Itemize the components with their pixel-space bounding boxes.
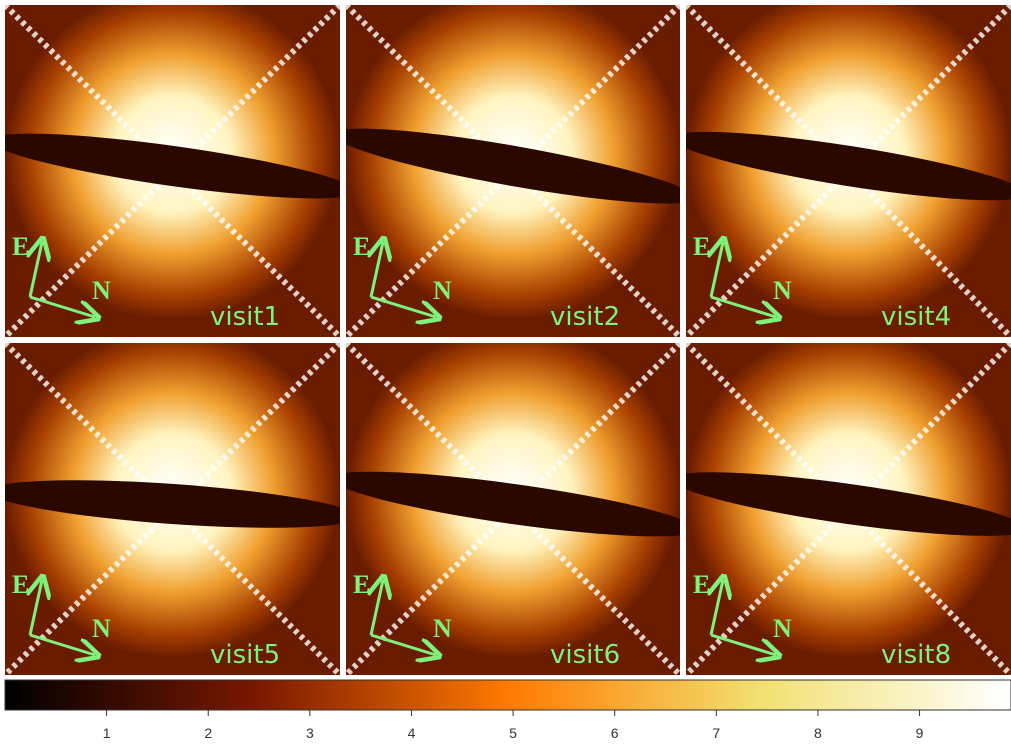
compass-east-label: E	[12, 570, 29, 599]
compass-east-label: E	[12, 232, 29, 261]
panel-label: visit4	[881, 302, 951, 332]
colorbar-tick-label: 9	[916, 725, 924, 741]
panel-label: visit8	[881, 640, 951, 670]
compass-north-label: N	[773, 614, 792, 643]
colorbar-tick-label: 6	[611, 725, 619, 741]
compass-east-label: E	[353, 570, 370, 599]
colorbar-tick-label: 2	[204, 725, 212, 741]
compass-east-label: E	[693, 232, 710, 261]
panel	[670, 5, 1011, 337]
colorbar-tick-label: 3	[306, 725, 314, 741]
panel	[329, 5, 698, 337]
compass-east-label: E	[693, 570, 710, 599]
panel-label: visit1	[210, 302, 280, 332]
panel-label: visit6	[550, 640, 620, 670]
panel	[329, 343, 698, 675]
panel	[669, 343, 1011, 675]
colorbar-tick-label: 5	[509, 725, 517, 741]
panel-label: visit2	[550, 302, 620, 332]
compass-north-label: N	[773, 276, 792, 305]
colorbar-tick-label: 8	[814, 725, 822, 741]
panel-label: visit5	[210, 640, 280, 670]
figure: E Nvisit1 E Nvisit2 E Nvisit4 E Nvisit5 E Nvisit6…	[0, 0, 1011, 744]
compass-north-label: N	[433, 614, 452, 643]
colorbar	[5, 680, 1011, 710]
colorbar-tick-label: 4	[408, 725, 416, 741]
panel	[0, 5, 358, 337]
compass-north-label: N	[92, 614, 111, 643]
panel	[0, 343, 358, 675]
colorbar-tick-label: 1	[103, 725, 111, 741]
compass-east-label: E	[353, 232, 370, 261]
colorbar-tick-label: 7	[712, 725, 720, 741]
compass-north-label: N	[92, 276, 111, 305]
compass-north-label: N	[433, 276, 452, 305]
